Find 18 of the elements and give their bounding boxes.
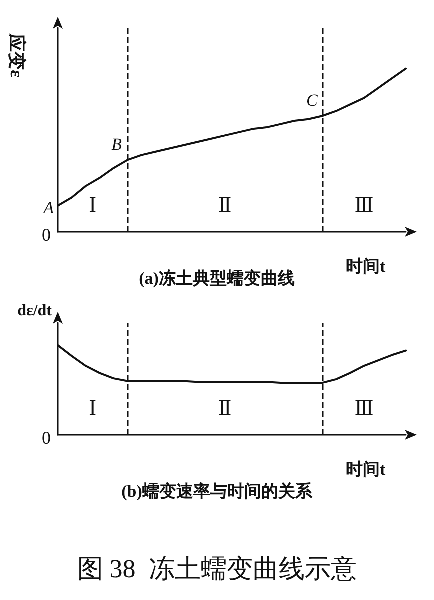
annotation: Ⅰ: [88, 398, 97, 420]
annotation: Ⅲ: [354, 195, 374, 217]
annotation: Ⅰ: [88, 195, 97, 217]
text: 0: [42, 225, 51, 245]
y-axis-title: dε/dt: [18, 302, 53, 320]
annotation: Ⅱ: [218, 195, 232, 217]
text: A: [42, 198, 55, 218]
x-axis-title: 时间t: [346, 460, 386, 479]
text: (a)冻土典型蠕变曲线: [139, 269, 295, 288]
text: 0: [42, 428, 51, 448]
annotation: C: [306, 91, 318, 110]
text: (b)蠕变速率与时间的关系: [122, 482, 314, 501]
annotation: B: [112, 135, 123, 154]
annotation: Ⅲ: [354, 398, 374, 420]
y-axis-title: 应变ε: [7, 33, 27, 78]
caption: 图 38 冻土蠕变曲线示意: [77, 554, 357, 584]
annotation: Ⅱ: [218, 398, 232, 420]
x-axis-title: 时间t: [346, 257, 386, 276]
